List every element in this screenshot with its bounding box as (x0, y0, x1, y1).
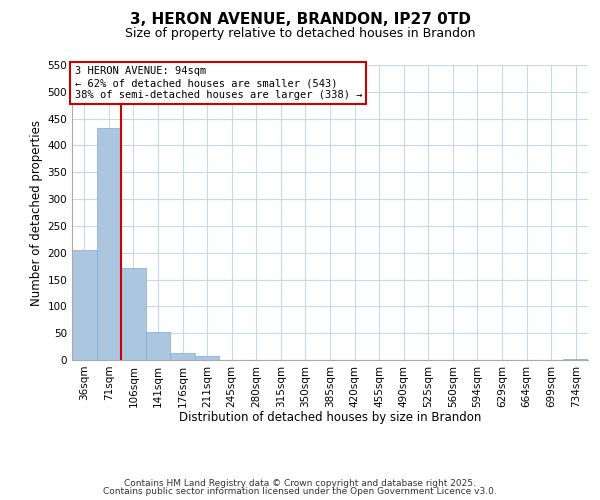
Text: Size of property relative to detached houses in Brandon: Size of property relative to detached ho… (125, 28, 475, 40)
Text: 3 HERON AVENUE: 94sqm
← 62% of detached houses are smaller (543)
38% of semi-det: 3 HERON AVENUE: 94sqm ← 62% of detached … (74, 66, 362, 100)
Bar (170, 353, 195, 360)
Bar (97, 128, 121, 360)
Bar (146, 332, 170, 360)
Bar (195, 356, 220, 360)
Bar (121, 268, 146, 360)
Text: 3, HERON AVENUE, BRANDON, IP27 0TD: 3, HERON AVENUE, BRANDON, IP27 0TD (130, 12, 470, 28)
Bar (563, 359, 588, 360)
X-axis label: Distribution of detached houses by size in Brandon: Distribution of detached houses by size … (179, 411, 481, 424)
Bar (72, 250, 97, 360)
Text: Contains HM Land Registry data © Crown copyright and database right 2025.: Contains HM Land Registry data © Crown c… (124, 478, 476, 488)
Y-axis label: Number of detached properties: Number of detached properties (30, 120, 43, 306)
Text: Contains public sector information licensed under the Open Government Licence v3: Contains public sector information licen… (103, 487, 497, 496)
